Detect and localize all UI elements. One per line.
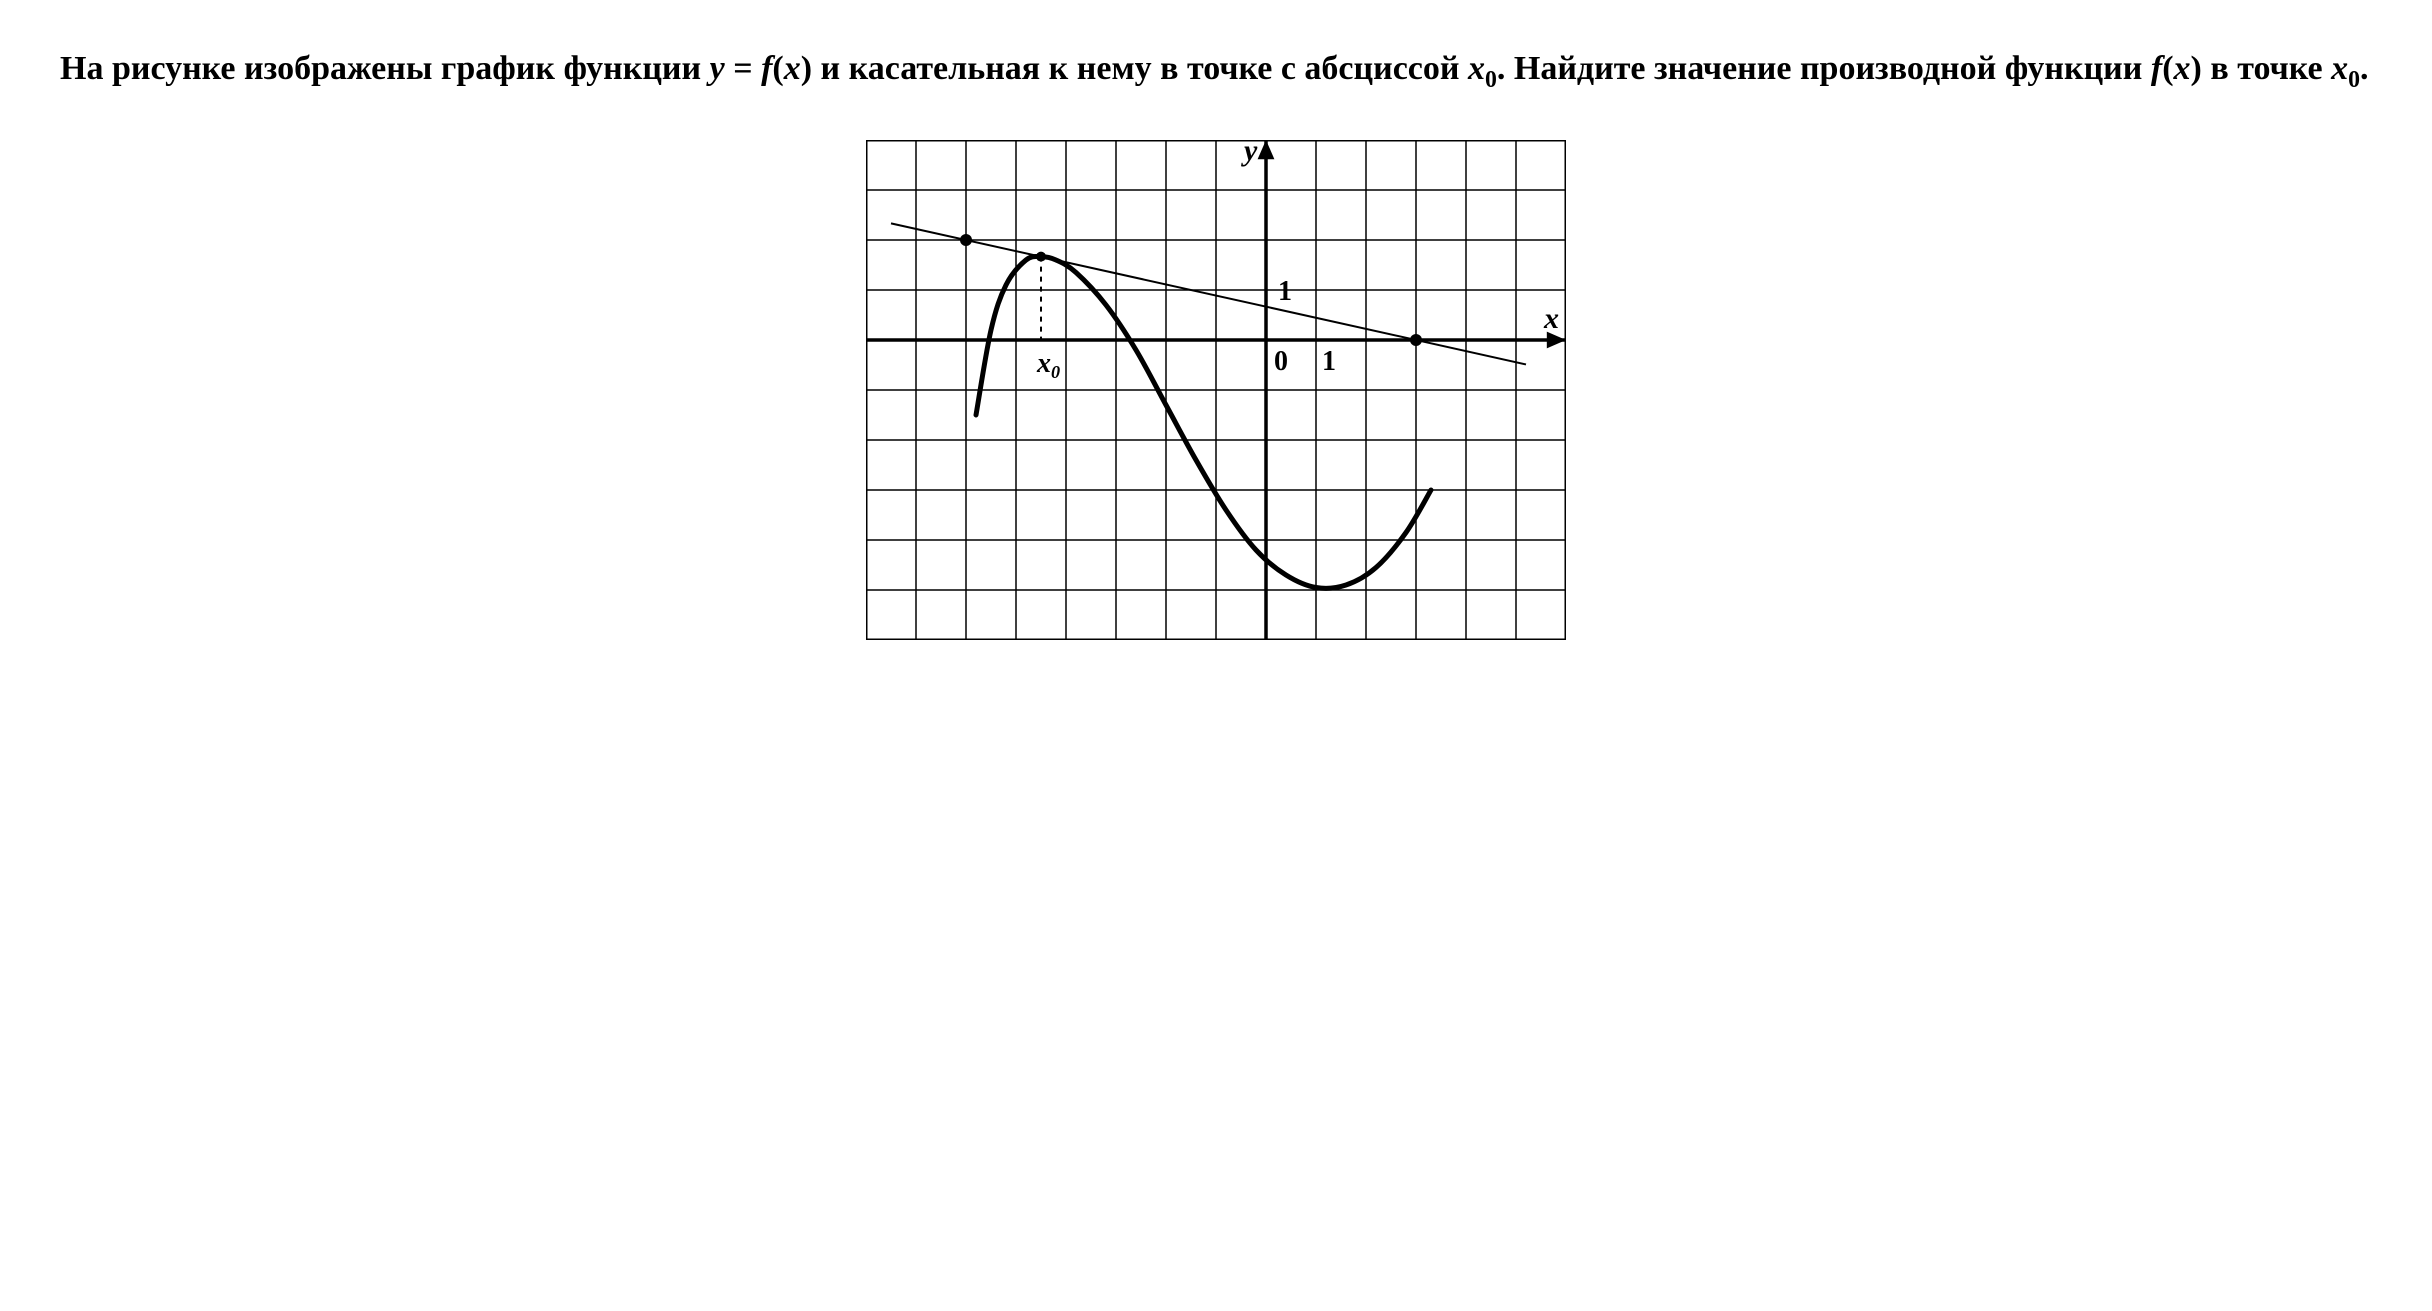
var-x0: x bbox=[1468, 50, 1485, 87]
function-chart: yx011x0 bbox=[866, 140, 1566, 640]
chart-container: yx011x0 bbox=[60, 140, 2372, 640]
svg-text:0: 0 bbox=[1274, 346, 1288, 377]
var-f: f bbox=[2151, 50, 2162, 87]
var-f: f bbox=[761, 50, 772, 87]
var-y: y bbox=[710, 50, 725, 87]
svg-text:1: 1 bbox=[1278, 276, 1292, 307]
sub-zero: 0 bbox=[1485, 67, 1497, 93]
var-x0: x bbox=[2331, 50, 2348, 87]
text-fragment: касательная к нему в точке с абсциссой bbox=[849, 50, 1468, 87]
sub-zero: 0 bbox=[2348, 67, 2360, 93]
text-fragment: . Найдите bbox=[1497, 50, 1646, 87]
text-fragment: ( bbox=[2162, 50, 2173, 87]
text-fragment: ) в точке bbox=[2191, 50, 2332, 87]
text-fragment: значение производной функции bbox=[1654, 50, 2151, 87]
svg-text:1: 1 bbox=[1322, 346, 1336, 377]
text-fragment: = bbox=[725, 50, 761, 87]
svg-text:y: y bbox=[1241, 140, 1258, 167]
var-x: x bbox=[784, 50, 801, 87]
var-x: x bbox=[2174, 50, 2191, 87]
problem-statement: На рисунке изображены график функции y =… bbox=[60, 40, 2372, 100]
text-fragment: . bbox=[2360, 50, 2369, 87]
text-fragment: ( bbox=[772, 50, 783, 87]
text-fragment: На рисунке изображены график функции bbox=[60, 50, 710, 87]
svg-text:x: x bbox=[1543, 302, 1559, 335]
text-fragment: ) и bbox=[801, 50, 840, 87]
